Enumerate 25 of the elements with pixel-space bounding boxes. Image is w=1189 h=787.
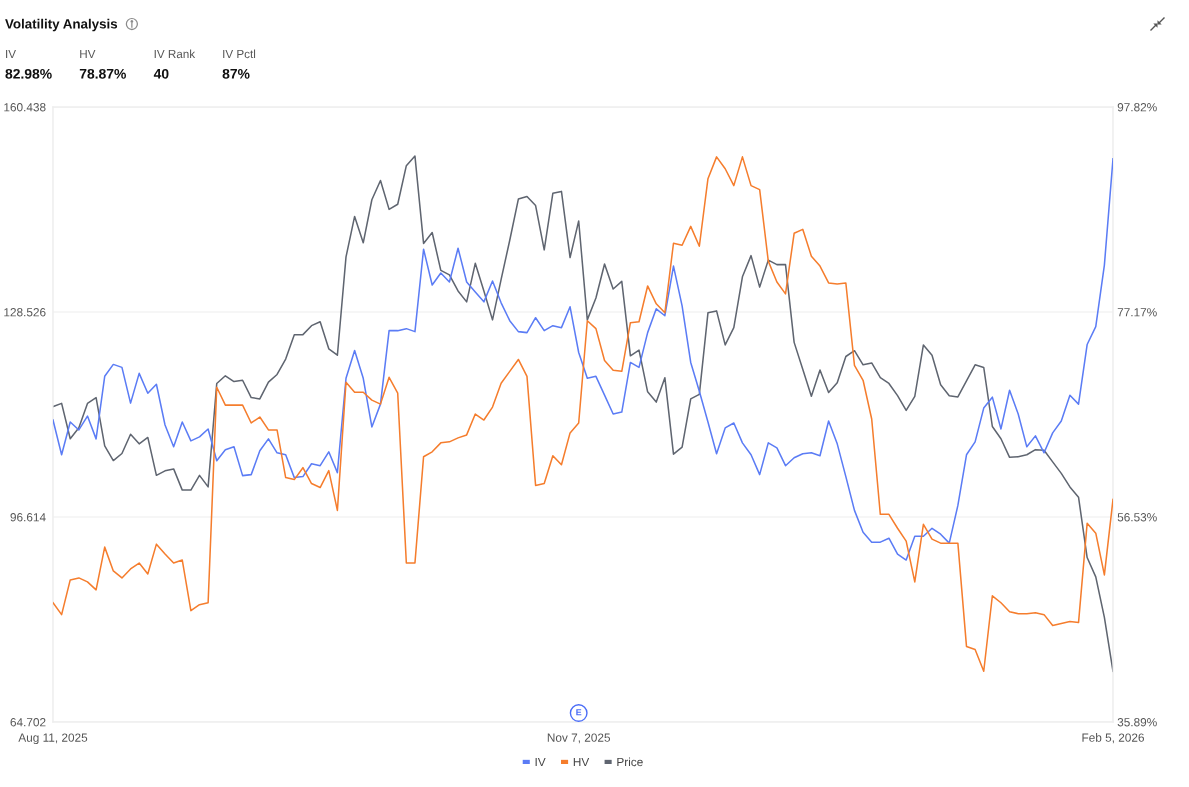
x-tick-label: Aug 11, 2025 (18, 733, 88, 745)
annotation: E (576, 709, 582, 716)
y2-tick-label: 97.82% (1117, 103, 1157, 112)
x-tick-label: Nov 7, 2025 (547, 733, 611, 744)
text: 78.87% (79, 68, 126, 79)
text: 40 (153, 68, 169, 79)
y-tick-label: 160.438 (4, 103, 46, 112)
text: HV (80, 49, 96, 59)
y2-tick-label: 35.89% (1117, 718, 1157, 727)
legend-label: IV (535, 757, 546, 767)
y2-tick-label: 77.17% (1117, 308, 1157, 317)
legend-label: HV (573, 757, 590, 767)
y-tick-label: 96.614 (10, 513, 46, 522)
x-tick-label: Feb 5, 2026 (1082, 733, 1144, 744)
y-tick-label: 128.526 (4, 308, 46, 317)
legend-label: Price (617, 757, 643, 767)
chart-title: Volatility Analysis (5, 18, 118, 32)
text: IV Rank (154, 49, 196, 59)
text: 82.98% (5, 68, 52, 79)
y-tick-label: 64.702 (10, 718, 46, 727)
text: IV (6, 49, 16, 59)
text: 87% (222, 68, 250, 79)
line-series (53, 158, 1113, 561)
text: IV Pctl (223, 49, 256, 59)
y2-tick-label: 56.53% (1117, 513, 1157, 522)
